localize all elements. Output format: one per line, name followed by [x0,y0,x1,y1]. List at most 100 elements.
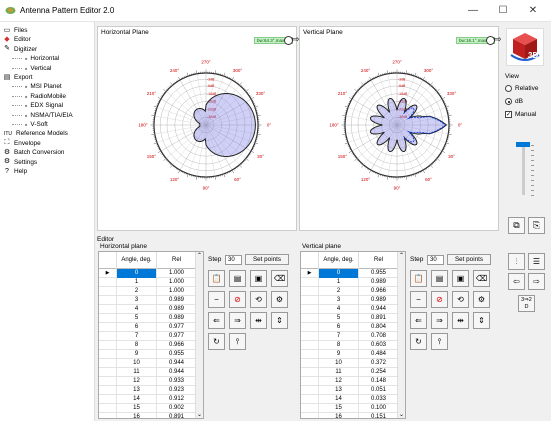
rel-cell[interactable]: 0.254 [359,368,399,377]
rel-cell[interactable]: 0.933 [157,377,197,386]
row-selector[interactable] [99,314,117,323]
angle-cell[interactable]: 6 [117,323,157,332]
angle-cell[interactable]: 7 [319,332,359,341]
rel-cell[interactable]: 0.804 [359,323,399,332]
row-selector[interactable] [99,413,117,418]
shift-right-button[interactable]: ⇒ [229,312,246,329]
row-selector[interactable] [99,395,117,404]
manual-checkbox-box[interactable]: ✓ [505,111,512,118]
rel-cell[interactable]: 0.989 [157,305,197,314]
angle-cell[interactable]: 2 [319,287,359,296]
clipboard-button[interactable]: ▤ [431,270,448,287]
sidebar-item-nsma-tia-eia[interactable]: ■ NSMA/TIA/EIA [12,111,73,120]
row-selector[interactable] [99,287,117,296]
arrow-left-button[interactable]: ⇦ [508,273,525,290]
row-selector[interactable] [99,323,117,332]
rel-cell[interactable]: 0.891 [359,314,399,323]
db-radio-circle[interactable] [505,98,512,105]
angle-cell[interactable]: 1 [117,278,157,287]
angle-column-header[interactable]: Angle, deg. [319,252,359,269]
angle-cell[interactable]: 4 [117,305,157,314]
table-row[interactable]: 1 1.000 [99,278,203,287]
rotate-button[interactable]: ⟲ [250,291,267,308]
table-row[interactable]: 12 0.933 [99,377,203,386]
maximize-button[interactable]: ☐ [498,5,508,16]
angle-cell[interactable]: 16 [117,413,157,418]
table-row[interactable]: 6 0.804 [301,323,405,332]
sidebar-item-v-soft[interactable]: ■ V-Soft [12,120,48,129]
angle-cell[interactable]: 10 [117,359,157,368]
sidebar-item-vertical[interactable]: ■ Vertical [12,64,51,73]
vertical-step-input[interactable]: 30 [427,255,444,265]
row-selector[interactable] [99,332,117,341]
sidebar-item-horizontal[interactable]: ■ Horizontal [12,54,59,63]
sidebar-item-batch-conversion[interactable]: ⚙ Batch Conversion [3,148,65,157]
rel-cell[interactable]: 0.966 [157,341,197,350]
sidebar-item-settings[interactable]: ⚙ Settings [3,158,37,167]
clear-button[interactable]: ⌫ [473,270,490,287]
rel-column-header[interactable]: Rel [359,252,399,269]
horizontal-step-input[interactable]: 30 [225,255,242,265]
no-entry-button[interactable]: ⊘ [431,291,448,308]
table-row[interactable]: 12 0.148 [301,377,405,386]
rel-cell[interactable]: 0.977 [157,332,197,341]
rel-cell[interactable]: 0.151 [359,413,399,418]
table-row[interactable]: 9 0.955 [99,350,203,359]
rel-cell[interactable]: 0.902 [157,404,197,413]
minus-button-button[interactable]: − [208,291,225,308]
rel-cell[interactable]: 0.977 [157,323,197,332]
table-row[interactable]: 5 0.989 [99,314,203,323]
sidebar-item-msi-planet[interactable]: ■ MSI Planet [12,82,62,91]
row-selector[interactable] [301,314,319,323]
rel-cell[interactable]: 0.891 [157,413,197,418]
table-row[interactable]: 8 0.966 [99,341,203,350]
sidebar-item-edx-signal[interactable]: ■ EDX Signal [12,101,63,110]
angle-cell[interactable]: 7 [117,332,157,341]
arrow-right-button[interactable]: ⇨ [528,273,545,290]
rel-cell[interactable]: 0.051 [359,386,399,395]
row-selector[interactable] [301,350,319,359]
row-selector[interactable] [301,368,319,377]
minus-button-button[interactable]: − [410,291,427,308]
no-entry-button[interactable]: ⊘ [229,291,246,308]
save-table-button[interactable]: ▣ [250,270,267,287]
row-selector[interactable] [301,323,319,332]
rel-cell[interactable]: 0.955 [359,269,399,278]
symmetry-button[interactable]: ⫯ [229,333,246,350]
table-scrollbar[interactable]: ⌃ ⌄ [397,252,405,418]
table-row[interactable]: 15 0.100 [301,404,405,413]
table-row[interactable]: 3 0.989 [99,296,203,305]
row-selector[interactable] [99,386,117,395]
table-row[interactable]: ▶ 0 1.000 [99,269,203,278]
scroll-up-icon[interactable]: ⌃ [196,253,203,259]
paste-button[interactable]: 📋 [410,270,427,287]
mirror-button[interactable]: ⇹ [452,312,469,329]
angle-cell[interactable]: 15 [319,404,359,413]
table-row[interactable]: 11 0.944 [99,368,203,377]
table-row[interactable]: 3 0.989 [301,296,405,305]
view-3d-button[interactable]: 3D [506,28,544,66]
manual-checkbox[interactable]: ✓ Manual [505,111,536,118]
flip-button[interactable]: ⇕ [473,312,490,329]
copy-plot-button[interactable]: ⧉ [508,217,525,234]
rel-cell[interactable]: 0.100 [359,404,399,413]
table-row[interactable]: 14 0.912 [99,395,203,404]
angle-cell[interactable]: 4 [319,305,359,314]
angle-cell[interactable]: 5 [117,314,157,323]
angle-cell[interactable]: 6 [319,323,359,332]
clipboard-button[interactable]: ▤ [229,270,246,287]
angle-cell[interactable]: 11 [319,368,359,377]
horizontal-export-arrow-icon[interactable]: ⇨ [292,34,300,44]
scale-slider-track[interactable] [522,145,525,195]
table-row[interactable]: 11 0.254 [301,368,405,377]
angle-cell[interactable]: 9 [117,350,157,359]
minimize-button[interactable]: — [468,5,478,16]
rel-cell[interactable]: 1.000 [157,269,197,278]
relative-radio[interactable]: Relative [505,85,538,92]
angle-cell[interactable]: 16 [319,413,359,418]
angle-cell[interactable]: 8 [117,341,157,350]
db-radio[interactable]: dB [505,98,523,105]
rel-cell[interactable]: 0.989 [359,296,399,305]
convert-3d-to-2d-button[interactable]: 3⇒2 D [518,295,535,312]
row-selector[interactable]: ▶ [301,269,319,278]
